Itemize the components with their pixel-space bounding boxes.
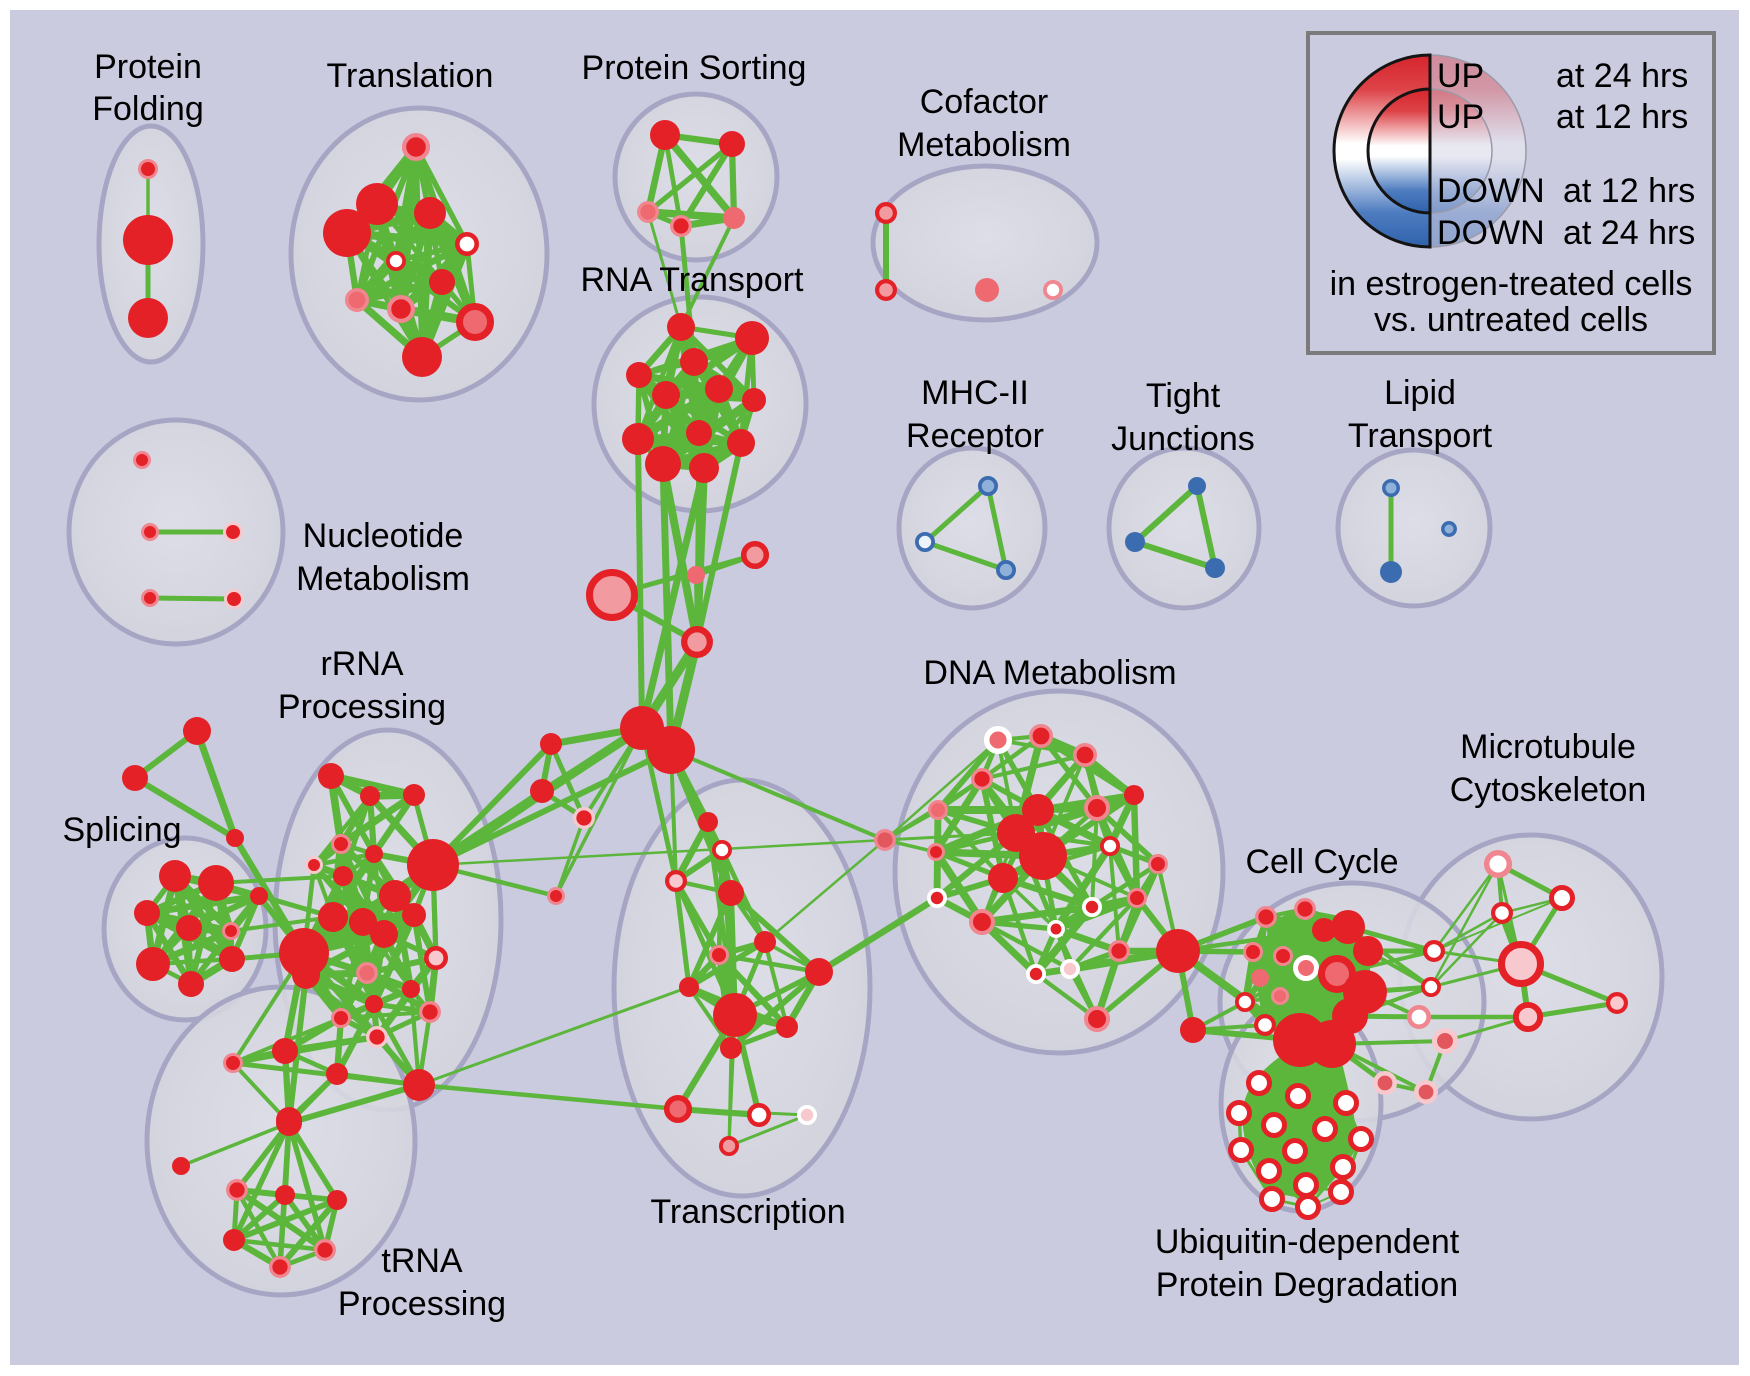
svg-text:Receptor: Receptor [906,417,1044,455]
svg-text:Processing: Processing [338,1285,506,1323]
svg-text:Transcription: Transcription [650,1193,845,1231]
svg-text:Metabolism: Metabolism [897,126,1071,164]
svg-text:Ubiquitin-dependent: Ubiquitin-dependent [1155,1223,1460,1261]
svg-text:Folding: Folding [92,90,204,128]
svg-text:in estrogen-treated cells: in estrogen-treated cells [1330,265,1693,303]
svg-text:Junctions: Junctions [1111,420,1255,458]
svg-text:at 24 hrs: at 24 hrs [1556,57,1688,95]
svg-text:UP: UP [1437,98,1484,136]
svg-text:Microtubule: Microtubule [1460,728,1636,766]
svg-text:Cytoskeleton: Cytoskeleton [1450,771,1647,809]
svg-text:Cell Cycle: Cell Cycle [1245,843,1398,881]
svg-text:Tight: Tight [1146,377,1221,415]
svg-text:Translation: Translation [327,57,494,95]
svg-text:at 24 hrs: at 24 hrs [1563,214,1695,252]
svg-text:vs. untreated cells: vs. untreated cells [1374,301,1648,339]
svg-text:Metabolism: Metabolism [296,560,470,598]
svg-text:DOWN: DOWN [1437,172,1545,210]
svg-text:MHC-II: MHC-II [921,374,1029,412]
svg-text:at 12 hrs: at 12 hrs [1556,98,1688,136]
svg-text:RNA Transport: RNA Transport [581,261,805,299]
svg-text:Transport: Transport [1348,417,1493,455]
svg-text:rRNA: rRNA [320,645,403,683]
svg-text:Splicing: Splicing [62,811,181,849]
svg-text:Protein: Protein [94,48,202,86]
svg-text:Lipid: Lipid [1384,374,1456,412]
svg-text:at 12 hrs: at 12 hrs [1563,172,1695,210]
svg-text:tRNA: tRNA [381,1242,463,1280]
svg-text:Processing: Processing [278,688,446,726]
svg-text:Protein Sorting: Protein Sorting [582,49,807,87]
svg-text:DOWN: DOWN [1437,214,1545,252]
svg-text:Cofactor: Cofactor [920,83,1049,121]
svg-text:UP: UP [1437,57,1484,95]
svg-text:Nucleotide: Nucleotide [303,517,464,555]
svg-text:DNA Metabolism: DNA Metabolism [923,654,1176,692]
svg-text:Protein Degradation: Protein Degradation [1156,1266,1458,1304]
